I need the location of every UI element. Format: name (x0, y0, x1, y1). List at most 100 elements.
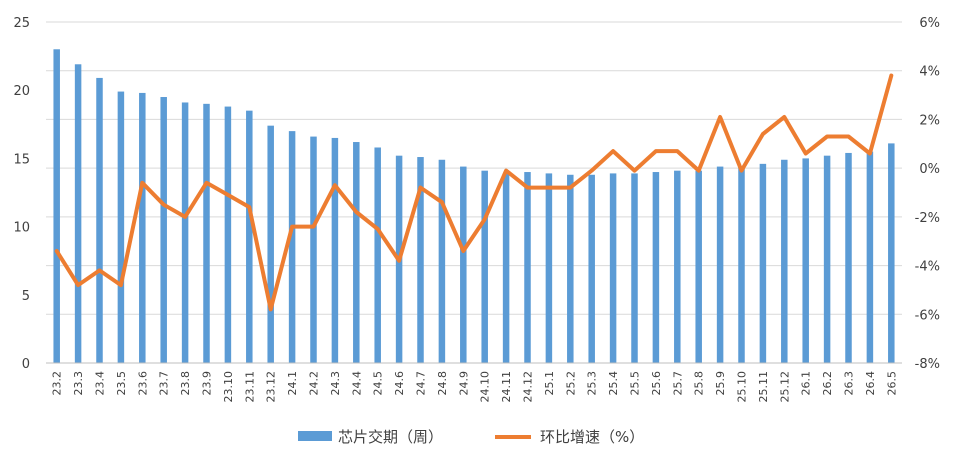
x-tick-label: 23.6 (136, 371, 149, 396)
x-tick-label: 23.11 (243, 371, 256, 403)
line-point (248, 206, 250, 208)
line-point (869, 153, 871, 155)
bar (845, 152, 852, 363)
bar (139, 92, 146, 363)
legend: 芯片交期（周） 环比增速（%） (298, 428, 644, 446)
y-right-tick-label: 4% (919, 65, 940, 80)
line-point (99, 269, 100, 271)
y-right-tick-label: 6% (919, 16, 940, 31)
bar (759, 163, 767, 363)
x-tick-label: 25.1 (543, 371, 556, 396)
x-tick-label: 25.8 (693, 371, 706, 396)
axes: 0 5 10 15 20 25 -8% -6% -4% -2% 0% 2% 4% 6% 23.2 23.3 23… (13, 16, 940, 403)
x-tick-label: 23.3 (72, 371, 85, 396)
x-tick-label: 23.7 (158, 371, 171, 396)
line-point (313, 226, 314, 228)
y-right-tick-label: 2% (919, 113, 940, 128)
line-point (655, 150, 657, 152)
line-point (334, 184, 336, 186)
bar (674, 170, 681, 363)
line-point (398, 260, 400, 262)
bar (567, 174, 574, 363)
bar (524, 172, 531, 363)
x-tick-label: 25.9 (714, 371, 727, 396)
line-point (270, 308, 272, 310)
bar (203, 103, 210, 363)
y-left-tick-label: 0 (22, 357, 30, 372)
y-right-tick-label: -2% (915, 211, 940, 226)
bar (117, 91, 125, 364)
legend-swatch-bars (298, 431, 332, 441)
bar (288, 131, 296, 363)
x-tick-label: 26.3 (843, 371, 856, 396)
x-tick-label: 23.8 (179, 371, 192, 396)
line-point (741, 170, 742, 172)
line-point (548, 187, 550, 189)
bar (588, 174, 595, 363)
line-point (163, 204, 165, 206)
y-left-tick-label: 15 (13, 152, 30, 167)
x-tick-label: 24.2 (308, 371, 321, 396)
line-point (698, 170, 700, 172)
x-tick-label: 23.12 (265, 371, 278, 403)
x-tick-label: 23.10 (222, 371, 235, 403)
x-tick-label: 25.3 (586, 371, 599, 396)
bar (823, 155, 831, 363)
line-point (505, 170, 507, 172)
bar (53, 49, 60, 363)
x-tick-label: 24.5 (372, 371, 385, 396)
x-tick-label: 25.12 (778, 371, 791, 403)
x-tick-label: 25.2 (564, 371, 577, 396)
bar (781, 159, 788, 363)
x-tick-label: 24.9 (457, 371, 470, 396)
bar (74, 64, 82, 363)
y-left-tick-label: 10 (13, 221, 30, 236)
bar (545, 173, 553, 363)
y-right-tick-label: -8% (915, 357, 940, 372)
x-tick-label: 25.5 (629, 371, 642, 396)
x-tick-label: 23.4 (94, 371, 107, 396)
y-right-tick-label: 0% (919, 162, 940, 177)
bar (246, 110, 253, 363)
line-point (227, 194, 229, 196)
line-point (719, 116, 721, 118)
bar (181, 102, 189, 363)
bar (438, 159, 446, 363)
bar (609, 173, 617, 363)
x-tick-label: 26.5 (885, 371, 898, 396)
line-point (676, 150, 678, 152)
line-point (612, 150, 614, 152)
bar (310, 136, 317, 363)
x-tick-label: 23.5 (115, 371, 128, 396)
line-point (826, 135, 828, 137)
x-tick-label: 24.11 (500, 371, 513, 403)
x-tick-label: 24.3 (329, 371, 342, 396)
bar-series (53, 49, 895, 364)
line-path (54, 73, 894, 312)
line-point (569, 187, 571, 189)
y-right-tick-label: -4% (915, 260, 940, 275)
line-point (805, 153, 807, 155)
bar (481, 170, 488, 363)
line-point (291, 226, 293, 228)
bar (738, 166, 745, 363)
bar (866, 151, 874, 363)
x-tick-label: 23.9 (201, 371, 214, 396)
bar (695, 170, 702, 363)
line-point (591, 170, 593, 172)
x-tick-label: 25.10 (736, 371, 749, 403)
bar (460, 166, 467, 363)
bar (160, 97, 167, 364)
x-tick-label: 23.2 (51, 371, 64, 396)
line-point (77, 284, 79, 286)
x-tick-label: 25.11 (757, 371, 770, 403)
line-point (762, 133, 764, 135)
x-tick-label: 24.12 (522, 371, 535, 403)
y-left-tick-label: 25 (13, 16, 30, 31)
line-point (527, 187, 528, 189)
line-point (848, 135, 849, 137)
x-tick-label: 25.7 (671, 371, 684, 396)
line-point (441, 201, 443, 203)
bar (502, 173, 510, 363)
